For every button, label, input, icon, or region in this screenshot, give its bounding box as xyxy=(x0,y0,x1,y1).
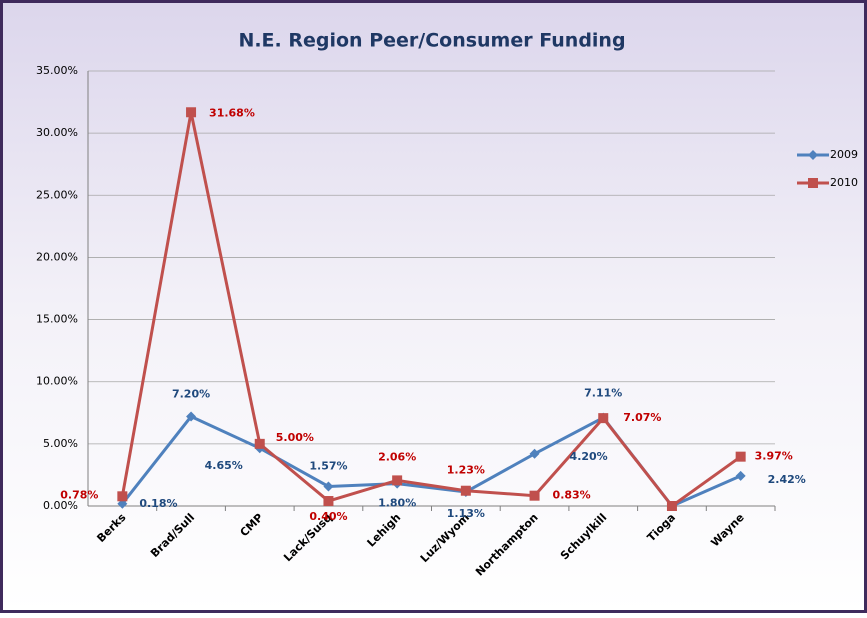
y-tick-label: 10.00% xyxy=(36,375,78,388)
marker xyxy=(598,413,609,424)
legend-label: 2010 xyxy=(830,176,858,189)
value-label: 1.13% xyxy=(447,507,485,520)
value-label: 7.07% xyxy=(623,411,661,424)
marker xyxy=(323,481,334,492)
value-label: 7.11% xyxy=(584,387,622,400)
y-tick-label: 20.00% xyxy=(36,250,78,263)
value-label: 4.65% xyxy=(205,459,243,472)
value-label: 2.06% xyxy=(378,450,416,463)
marker xyxy=(735,451,746,462)
marker xyxy=(323,496,334,507)
series-line xyxy=(120,111,742,509)
y-tick-label: 35.00% xyxy=(36,64,78,77)
marker xyxy=(735,470,746,481)
value-label: 0.18% xyxy=(139,497,177,510)
marker xyxy=(529,490,540,501)
marker xyxy=(666,501,677,511)
y-tick-label: 0.00% xyxy=(43,499,78,512)
value-label: 1.57% xyxy=(309,459,347,472)
marker xyxy=(392,475,403,486)
value-label: 31.68% xyxy=(209,106,255,119)
legend-label: 2009 xyxy=(830,148,858,161)
value-label: 5.00% xyxy=(276,431,314,444)
value-label: 1.23% xyxy=(447,464,485,477)
y-tick-label: 30.00% xyxy=(36,126,78,139)
y-tick-label: 25.00% xyxy=(36,188,78,201)
value-label: 0.83% xyxy=(553,489,591,502)
y-tick-label: 5.00% xyxy=(43,437,78,450)
legend-marker xyxy=(808,178,818,188)
value-label: 4.20% xyxy=(570,450,608,463)
marker xyxy=(186,411,197,422)
value-label: 7.20% xyxy=(172,388,210,401)
legend-marker xyxy=(808,150,818,160)
chart-title: N.E. Region Peer/Consumer Funding xyxy=(238,30,625,52)
marker xyxy=(186,107,197,118)
marker xyxy=(254,438,265,449)
value-label: 3.97% xyxy=(755,450,793,463)
value-label: 1.80% xyxy=(378,497,416,510)
marker xyxy=(529,448,540,459)
marker xyxy=(117,491,128,502)
value-label: 0.78% xyxy=(60,488,98,501)
y-tick-label: 15.00% xyxy=(36,313,78,326)
value-label: 0.40% xyxy=(309,510,347,523)
value-label: 2.42% xyxy=(768,473,806,486)
marker xyxy=(460,485,471,496)
